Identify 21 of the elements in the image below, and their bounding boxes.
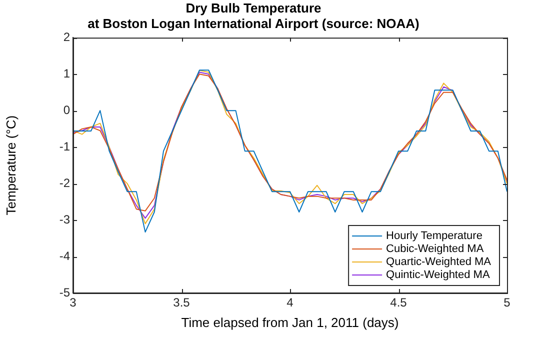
x-tick-label: 4 xyxy=(286,296,294,310)
y-tick-label: -1 xyxy=(59,139,70,154)
y-tick-label: 2 xyxy=(63,30,70,44)
y-axis-title: Temperature (°C) xyxy=(3,115,18,216)
legend-label: Quintic-Weighted MA xyxy=(386,269,490,282)
x-tick-label: 3.5 xyxy=(173,296,190,310)
legend-label: Cubic-Weighted MA xyxy=(386,243,484,256)
x-tick-label: 5 xyxy=(504,296,511,310)
y-tick-label: -3 xyxy=(59,212,70,226)
y-tick-label: 0 xyxy=(63,102,70,117)
chart-subtitle: at Boston Logan International Airport (source: NOAA) xyxy=(88,16,420,32)
x-tick-label: 3 xyxy=(70,296,77,310)
y-tick-label: -4 xyxy=(59,248,70,263)
chart-title: Dry Bulb Temperature xyxy=(186,0,322,16)
legend-label: Quartic-Weighted MA xyxy=(386,256,492,268)
y-tick-label: -5 xyxy=(59,285,70,300)
legend-label: Hourly Temperature xyxy=(386,230,482,242)
x-tick-label: 4.5 xyxy=(390,296,408,310)
y-tick-label: -2 xyxy=(59,176,70,190)
y-tick-label: 1 xyxy=(63,66,70,80)
x-axis-title: Time elapsed from Jan 1, 2011 (days) xyxy=(181,314,399,330)
